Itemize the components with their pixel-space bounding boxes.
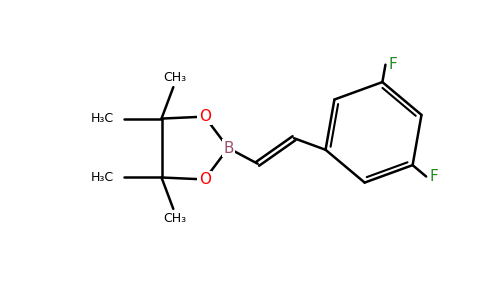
- Text: F: F: [389, 57, 398, 72]
- Text: O: O: [199, 109, 211, 124]
- Text: H₃C: H₃C: [91, 112, 114, 125]
- Text: CH₃: CH₃: [164, 71, 187, 84]
- Text: CH₃: CH₃: [164, 212, 187, 225]
- Text: O: O: [199, 172, 211, 187]
- Text: B: B: [223, 140, 233, 155]
- Text: F: F: [430, 169, 439, 184]
- Text: H₃C: H₃C: [91, 171, 114, 184]
